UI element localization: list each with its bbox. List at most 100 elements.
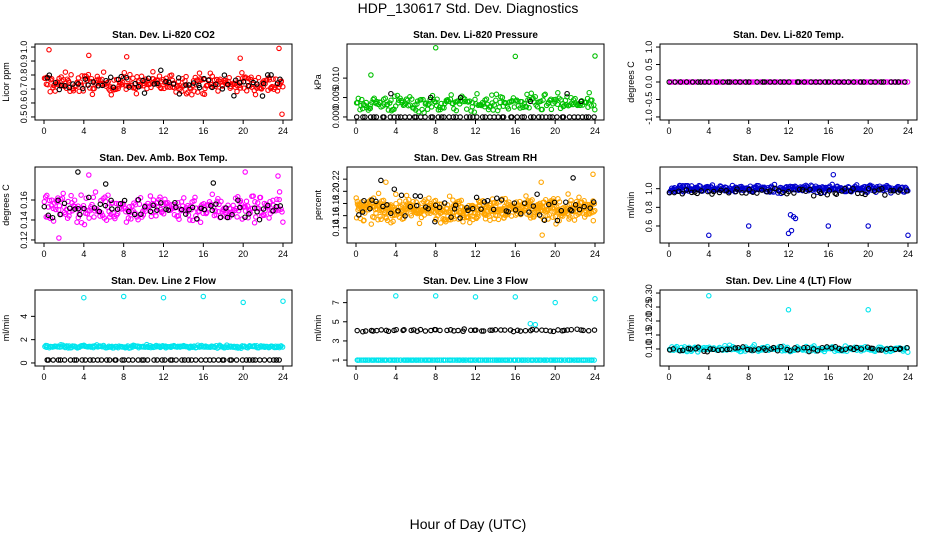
data-point <box>94 73 101 80</box>
data-point <box>814 348 821 354</box>
data-point <box>489 92 495 98</box>
data-point <box>468 327 474 334</box>
data-point <box>248 74 254 80</box>
data-point <box>395 114 401 120</box>
data-point <box>857 79 864 85</box>
data-point <box>156 73 163 79</box>
outlier-point <box>81 294 87 301</box>
plot-frame <box>346 43 605 121</box>
data-point <box>173 204 179 211</box>
outlier-point <box>539 232 545 238</box>
data-point <box>280 83 286 90</box>
x-tick-label: 4 <box>81 249 86 259</box>
data-point <box>52 79 59 86</box>
data-point <box>50 218 57 224</box>
y-axis-label: ml/min <box>313 315 323 342</box>
data-point <box>489 327 495 333</box>
data-point <box>534 191 540 197</box>
data-point <box>92 189 99 195</box>
data-point <box>223 205 229 211</box>
data-point <box>377 213 383 220</box>
outlier-point <box>538 179 544 185</box>
data-point <box>252 91 259 98</box>
outlier-point <box>383 179 389 185</box>
data-point <box>280 219 286 225</box>
data-point <box>396 198 403 204</box>
data-point <box>435 114 442 120</box>
data-point <box>178 206 185 213</box>
data-point <box>370 328 376 334</box>
x-tick-label: 0 <box>353 372 358 382</box>
data-point <box>71 357 78 363</box>
x-tick-label: 0 <box>666 126 671 136</box>
data-point <box>467 114 473 120</box>
data-point <box>244 203 251 209</box>
panel-title: Stan. Dev. Amb. Box Temp. <box>99 153 227 164</box>
data-point <box>407 203 414 210</box>
data-point <box>246 357 253 363</box>
data-point <box>514 114 520 120</box>
data-point <box>221 72 228 78</box>
data-point <box>257 194 264 201</box>
data-point <box>398 192 405 199</box>
data-point <box>842 346 849 352</box>
outlier-point <box>280 298 286 304</box>
y-tick-label: 0.005 <box>331 86 341 109</box>
outlier-point <box>432 293 439 299</box>
data-point <box>759 187 765 193</box>
data-point <box>250 357 256 363</box>
data-point <box>261 357 268 363</box>
data-point <box>560 114 567 120</box>
panel-1: Stan. Dev. Li-820 CO2 Licor ppm 0 4 8 12 16 20 2… <box>1 30 293 136</box>
data-point <box>59 195 66 202</box>
data-point <box>126 208 132 215</box>
data-point <box>361 197 367 204</box>
data-point <box>157 194 163 200</box>
data-point <box>68 72 74 78</box>
outlier-point <box>570 175 576 181</box>
data-point <box>772 185 778 192</box>
data-point <box>367 205 373 212</box>
data-point <box>524 91 530 98</box>
outlier-point <box>785 307 792 313</box>
y-tick-label: 7 <box>331 300 341 305</box>
data-point <box>135 357 141 363</box>
panel-2: Stan. Dev. Li-820 Pressure kPa 0 4 8 12 16 20 24… <box>313 30 605 136</box>
data-point <box>213 81 219 87</box>
data-point <box>246 211 252 217</box>
data-point <box>902 79 908 85</box>
data-point <box>361 217 367 224</box>
data-point <box>576 194 582 201</box>
x-tick-label: 12 <box>783 126 793 136</box>
data-point <box>363 99 369 106</box>
x-tick-label: 12 <box>158 372 168 382</box>
data-point <box>252 199 258 205</box>
data-point <box>254 200 261 206</box>
data-point <box>87 78 94 85</box>
data-point <box>542 196 549 203</box>
y-tick-label: 2 <box>19 337 29 342</box>
data-point <box>895 79 902 85</box>
data-point <box>432 218 438 225</box>
data-point <box>786 79 792 85</box>
data-point <box>774 347 781 354</box>
data-point <box>70 87 77 94</box>
data-point <box>861 79 867 85</box>
data-point <box>519 357 525 363</box>
panel-3: Stan. Dev. Li-820 Temp. degrees C 0 4 8 12 16 2… <box>626 30 918 136</box>
panel-title: Stan. Dev. Li-820 Temp. <box>733 30 844 41</box>
data-point <box>590 217 597 224</box>
data-point <box>436 204 443 211</box>
data-point <box>679 347 686 354</box>
data-point <box>897 187 903 193</box>
data-point <box>201 75 207 82</box>
data-point <box>385 328 392 335</box>
data-point <box>475 213 481 220</box>
data-point <box>870 345 876 352</box>
data-point <box>406 114 413 120</box>
data-point <box>568 197 574 204</box>
data-point <box>695 344 701 350</box>
data-point <box>266 215 272 221</box>
data-point <box>100 69 107 75</box>
data-point <box>683 79 690 85</box>
